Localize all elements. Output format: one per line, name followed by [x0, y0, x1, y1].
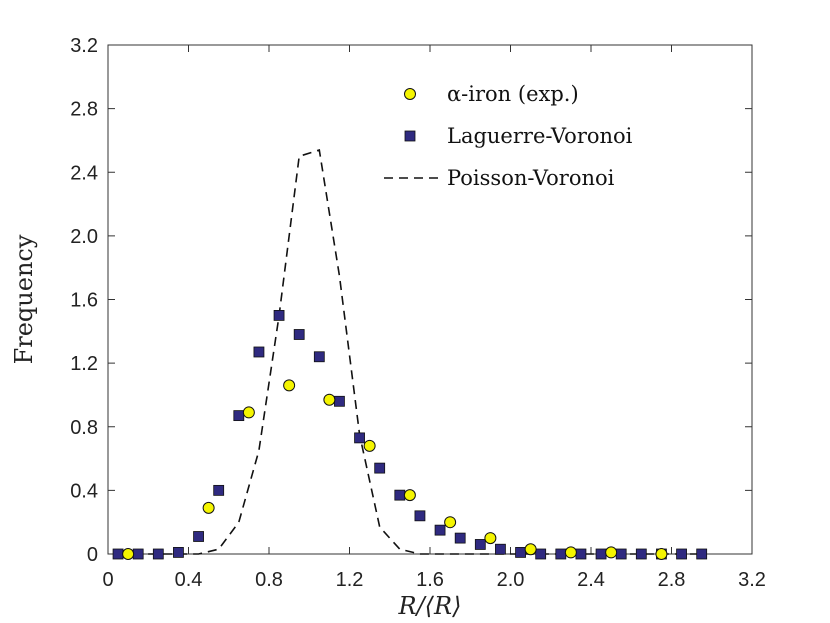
y-tick-label: 2.4 [70, 162, 98, 184]
alpha-iron-point [564, 546, 577, 559]
laguerre-voronoi-point [213, 484, 225, 496]
x-tick-label: 1.6 [416, 569, 444, 591]
alpha-iron-point [323, 393, 336, 406]
laguerre-voronoi-point [454, 532, 466, 544]
x-tick-label: 0 [102, 569, 113, 591]
laguerre-voronoi-point [253, 346, 265, 358]
y-tick-label: 2.8 [70, 99, 98, 121]
y-tick-label: 1.6 [70, 290, 98, 312]
y-tick-label: 0.4 [70, 480, 98, 502]
laguerre-voronoi-point [394, 489, 406, 501]
laguerre-voronoi-point [374, 462, 386, 474]
alpha-iron-point [122, 548, 135, 560]
y-tick-label: 2.0 [70, 226, 98, 248]
alpha-iron-point [605, 546, 618, 559]
legend-circle-marker [404, 88, 416, 100]
alpha-iron-point [484, 532, 497, 545]
y-tick-label: 0.8 [70, 417, 98, 439]
laguerre-voronoi-point [575, 548, 587, 560]
laguerre-voronoi-point [293, 329, 305, 340]
laguerre-voronoi-point [132, 548, 144, 560]
plot-area-frame [107, 44, 753, 555]
laguerre-voronoi-point [615, 548, 627, 560]
alpha-iron-point [283, 379, 296, 392]
laguerre-voronoi-point [354, 432, 365, 444]
laguerre-voronoi-point [414, 510, 426, 522]
laguerre-voronoi-point [434, 524, 446, 536]
alpha-iron-point [655, 548, 668, 560]
laguerre-voronoi-point [313, 351, 325, 363]
legend-label: Laguerre-Voronoi [447, 124, 633, 148]
legend: α-iron (exp.) Laguerre-Voronoi Poisson-Vor… [384, 82, 633, 190]
x-tick-label: 2.8 [658, 569, 686, 591]
alpha-iron-point [242, 406, 255, 419]
x-tick-label: 2.4 [577, 569, 605, 591]
legend-label: Poisson-Voronoi [447, 166, 615, 190]
laguerre-voronoi-point [595, 548, 607, 560]
x-tick-label: 0.4 [175, 569, 203, 591]
x-tick-label: 2.0 [497, 569, 525, 591]
legend-square-marker [404, 130, 416, 142]
laguerre-voronoi-point [676, 548, 687, 560]
x-axis-label: R/⟨R⟩ [398, 592, 462, 620]
x-tick-label: 3.2 [738, 569, 766, 591]
alpha-iron-point [403, 489, 416, 502]
x-tick-label: 1.2 [336, 569, 364, 591]
laguerre-voronoi-point [515, 547, 526, 558]
y-tick-label: 1.2 [70, 353, 98, 375]
laguerre-voronoi-point [233, 410, 245, 422]
legend-label: α-iron (exp.) [447, 82, 579, 106]
laguerre-voronoi-point [555, 548, 567, 560]
alpha-iron-point [444, 516, 457, 529]
laguerre-voronoi-point [635, 548, 647, 560]
laguerre-voronoi-point [112, 548, 124, 560]
y-axis-label: Frequency [10, 234, 38, 364]
laguerre-voronoi-point [535, 548, 547, 560]
y-tick-label: 0 [87, 544, 98, 566]
laguerre-voronoi-point [152, 548, 164, 560]
x-tick-label: 0.8 [255, 569, 283, 591]
alpha-iron-point [524, 543, 537, 556]
laguerre-voronoi-point [273, 310, 285, 321]
laguerre-voronoi-point [474, 539, 486, 550]
laguerre-voronoi-point [696, 548, 708, 560]
laguerre-voronoi-point [495, 543, 506, 555]
laguerre-voronoi-point [193, 531, 204, 542]
alpha-iron-point [202, 501, 215, 514]
laguerre-voronoi-point [173, 547, 184, 558]
series-layer [112, 148, 708, 560]
laguerre-voronoi-point [334, 395, 345, 407]
axis-ticks: 0 0.4 0.8 1.2 1.6 2.0 2.4 2.8 3.2 0 0.4 0.8 1.2 1.6 2.… [70, 35, 766, 591]
y-tick-label: 3.2 [70, 35, 98, 57]
alpha-iron-point [363, 439, 376, 452]
